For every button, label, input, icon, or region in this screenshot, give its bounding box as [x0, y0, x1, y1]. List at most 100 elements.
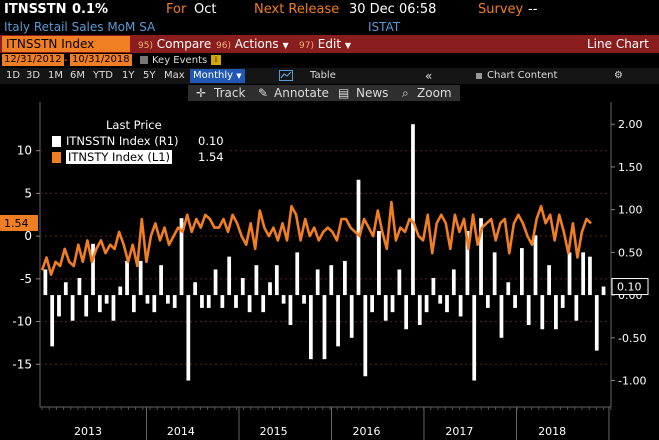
bar [356, 179, 361, 296]
bar [200, 295, 204, 308]
bar [57, 295, 61, 317]
bar [186, 295, 191, 381]
x-axis: 2013 2014 2015 2016 2017 2018 [41, 407, 612, 440]
chart-type-label[interactable]: Line Chart [587, 37, 649, 51]
legend-value: 0.10 [198, 134, 224, 148]
period-ytd[interactable]: YTD [93, 70, 113, 81]
left-tick-label: -10 [12, 315, 32, 329]
bar [431, 277, 436, 296]
period-5y[interactable]: 5Y [143, 70, 156, 81]
period-max[interactable]: Max [164, 70, 185, 81]
annotation-tools-row: ✛ Track ✎ Annotate ▤ News ⌕ Zoom [0, 84, 659, 102]
bar [43, 269, 48, 296]
chart-content-button[interactable]: Chart Content [487, 70, 558, 81]
legend-label: ITNSTY Index (L1) [66, 150, 173, 164]
chart-style-icon[interactable] [279, 70, 293, 81]
last-value-tag-right: 0.10 [611, 278, 649, 296]
bar [125, 260, 129, 296]
bar [554, 295, 558, 330]
left-tick-label: 10 [17, 144, 32, 158]
caret-down-icon: ▼ [344, 41, 352, 50]
bar [417, 295, 422, 325]
left-tick-label: -5 [20, 272, 32, 286]
x-tick-label: 2013 [74, 425, 102, 438]
period-1d[interactable]: 1D [6, 70, 21, 81]
bar [97, 295, 102, 313]
bar [363, 295, 368, 377]
bar [302, 295, 306, 304]
zoom-button[interactable]: Zoom [417, 86, 452, 100]
bar [383, 295, 388, 321]
bar [63, 282, 68, 296]
legend-value: 1.54 [198, 150, 224, 164]
magnifier-icon: ⌕ [402, 86, 409, 100]
for-label: For [166, 2, 187, 17]
next-release-value: 30 Dec 06:58 [349, 2, 437, 17]
chart-legend[interactable]: Last Price ITNSSTN Index (R1) 0.10 ITNST… [42, 114, 228, 164]
collapse-icon[interactable]: « [425, 69, 433, 83]
bar [465, 231, 470, 296]
bar [588, 256, 592, 296]
x-tick-label: 2015 [260, 425, 288, 438]
news-button[interactable]: News [356, 86, 389, 100]
key-events-checkbox[interactable] [140, 56, 148, 64]
start-date-field[interactable]: 12/31/2012 [2, 54, 64, 66]
survey-label: Survey [478, 2, 524, 17]
tag-text: 1.54 [4, 217, 29, 230]
bar [152, 295, 157, 313]
compare-button[interactable]: 95) Compare [138, 37, 212, 51]
ticker-symbol[interactable]: ITNSSTN [4, 2, 67, 17]
bar [397, 269, 402, 296]
bar [594, 295, 599, 351]
bar-series [43, 124, 606, 381]
end-date-field[interactable]: 10/31/2018 [70, 54, 132, 66]
legend-swatch [52, 152, 61, 163]
bar [377, 231, 381, 296]
table-button[interactable]: Table [310, 70, 336, 81]
left-tick-label: -15 [12, 357, 32, 371]
right-axis: 2.001.501.000.500.00-0.50-1.000.10 [611, 118, 649, 388]
bar [281, 295, 286, 304]
period-1m[interactable]: 1M [48, 70, 63, 81]
settings-gear-icon[interactable]: ⚙ [614, 70, 623, 81]
bar [479, 218, 483, 296]
frequency-dropdown[interactable]: Monthly ▼ [190, 69, 245, 83]
bar [118, 286, 123, 296]
bar [84, 295, 89, 317]
bar [145, 295, 150, 304]
annotate-button[interactable]: Annotate [274, 86, 329, 100]
right-tick-label: 0.50 [618, 246, 643, 259]
period-6m[interactable]: 6M [70, 70, 85, 81]
bar [206, 295, 211, 308]
bar [274, 265, 279, 296]
bar [268, 282, 272, 296]
data-source: ISTAT [368, 20, 401, 34]
bar [492, 252, 497, 296]
bar [458, 295, 463, 317]
info-icon[interactable]: i [211, 55, 221, 65]
bar [138, 260, 143, 296]
period-3d[interactable]: 3D [26, 70, 41, 81]
bar [520, 248, 524, 296]
left-axis: 10 5 0 -5 -10 -15 1.54 [0, 144, 40, 371]
bar [485, 295, 490, 308]
bar [308, 295, 313, 360]
tag-text: 0.10 [617, 281, 642, 294]
bar [499, 295, 504, 338]
crosshair-icon: ✛ [196, 86, 207, 100]
bar [574, 295, 579, 321]
edit-menu[interactable]: 97) Edit ▼ [299, 37, 352, 51]
ticker-input[interactable]: ITNSSTN Index [2, 36, 130, 52]
track-button[interactable]: Track [214, 86, 246, 100]
period-1y[interactable]: 1Y [122, 70, 135, 81]
bar [540, 295, 545, 330]
bar [506, 282, 511, 296]
bar [247, 295, 252, 313]
bar [370, 295, 374, 313]
bar [295, 252, 300, 296]
bar [166, 295, 170, 304]
actions-menu[interactable]: 96) Actions ▼ [216, 37, 289, 51]
bar [336, 295, 340, 347]
left-tick-label: 0 [24, 229, 32, 243]
